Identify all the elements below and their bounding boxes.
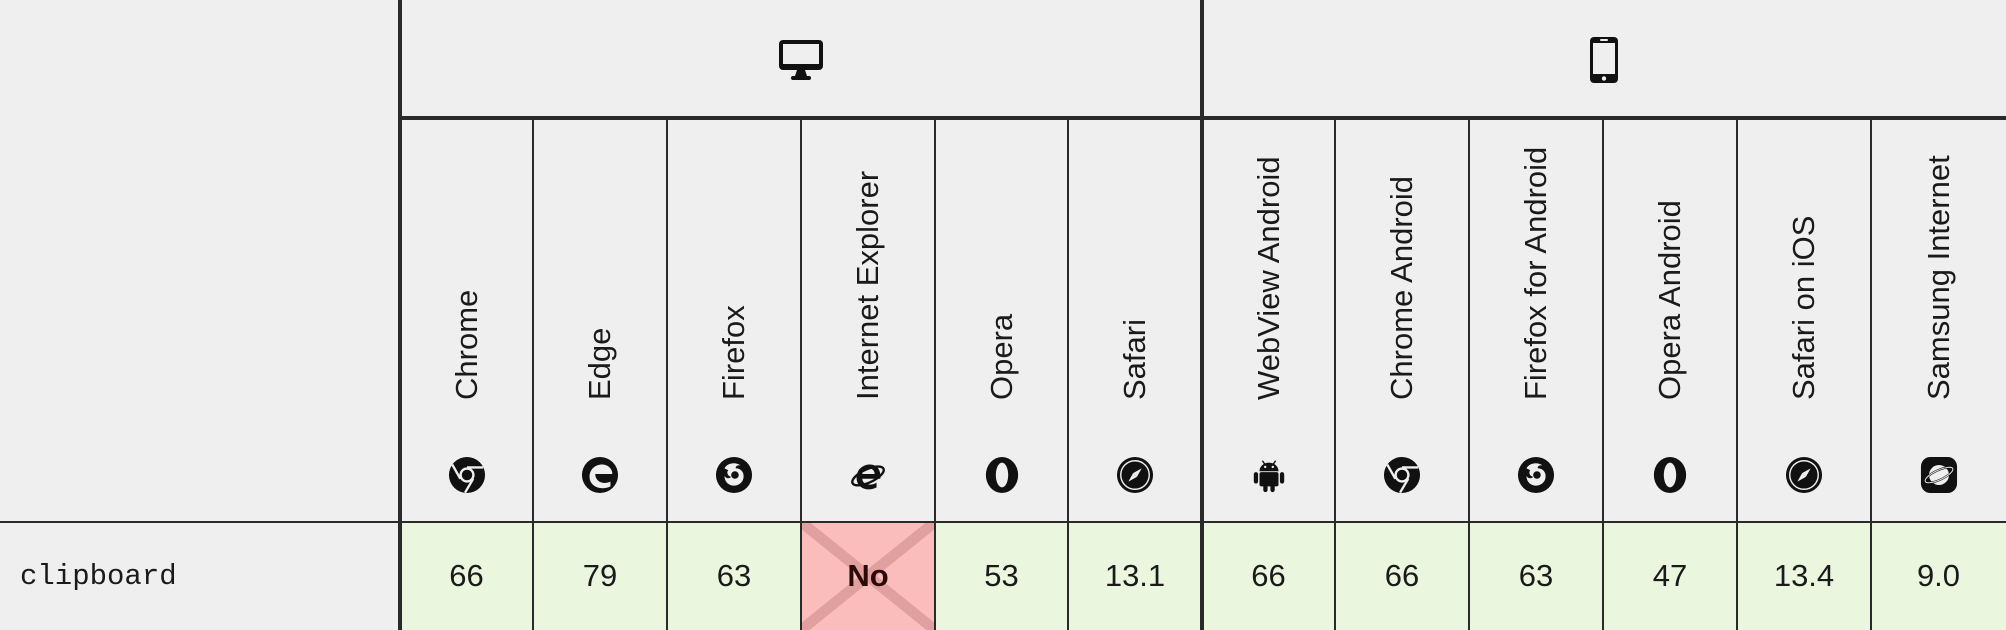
samsung-internet-icon <box>1920 456 1958 494</box>
browser-name: Opera Android <box>1652 200 1687 400</box>
browser-header-samsung-internet: Samsung Internet <box>1871 119 2006 522</box>
browser-name: Chrome Android <box>1384 175 1419 400</box>
support-value: 66 <box>449 558 484 593</box>
table-divider <box>398 0 402 630</box>
browser-header-edge: Edge <box>533 119 667 522</box>
support-cell-firefox[interactable]: 63 <box>667 522 801 630</box>
internet-explorer-icon <box>849 456 887 494</box>
browser-name: Edge <box>582 327 617 400</box>
platform-header-desktop <box>400 0 1202 119</box>
support-cell-edge[interactable]: 79 <box>533 522 667 630</box>
opera-icon <box>983 456 1021 494</box>
support-value: 13.4 <box>1773 558 1835 593</box>
column-divider <box>800 118 802 630</box>
support-cell-chrome[interactable]: 66 <box>400 522 533 630</box>
support-cell-safari-on-ios[interactable]: 13.4 <box>1737 522 1871 630</box>
browser-name: Safari on iOS <box>1786 215 1821 400</box>
safari-icon <box>1116 456 1154 494</box>
support-cell-opera[interactable]: 53 <box>935 522 1068 630</box>
browser-header-safari: Safari <box>1068 119 1202 522</box>
table-corner <box>0 0 400 522</box>
cross-mark-icon <box>801 522 935 630</box>
browser-name: Safari <box>1117 319 1152 400</box>
edge-icon <box>581 456 619 494</box>
column-divider <box>1736 118 1738 630</box>
browser-header-webview-android: WebView Android <box>1202 119 1335 522</box>
support-value: 66 <box>1251 558 1286 593</box>
browser-name: Opera <box>983 313 1019 400</box>
browser-name: Firefox for Android <box>1518 146 1553 400</box>
browser-name: Chrome <box>448 289 484 400</box>
support-value: 13.1 <box>1104 558 1166 593</box>
support-cell-safari[interactable]: 13.1 <box>1068 522 1202 630</box>
browser-name: WebView Android <box>1250 156 1286 400</box>
platform-header-mobile <box>1202 0 2006 119</box>
column-divider <box>934 118 936 630</box>
column-divider <box>1067 118 1069 630</box>
support-value: 66 <box>1384 558 1420 593</box>
platform-divider <box>1200 0 1204 630</box>
header-divider <box>400 116 2006 120</box>
support-cell-samsung-internet[interactable]: 9.0 <box>1871 522 2006 630</box>
chrome-icon <box>1383 456 1421 494</box>
firefox-icon <box>1517 456 1555 494</box>
support-cell-chrome-android[interactable]: 66 <box>1335 522 1469 630</box>
browser-header-firefox: Firefox <box>667 119 801 522</box>
browser-name: Samsung Internet <box>1920 155 1956 400</box>
support-cell-internet-explorer[interactable]: No <box>801 522 935 630</box>
column-divider <box>1468 118 1470 630</box>
support-value: 9.0 <box>1916 558 1961 593</box>
safari-icon <box>1785 456 1823 494</box>
row-divider <box>0 521 2006 523</box>
browser-header-firefox-for-android: Firefox for Android <box>1469 119 1603 522</box>
browser-header-internet-explorer: Internet Explorer <box>801 119 935 522</box>
column-divider <box>666 118 668 630</box>
column-divider <box>1602 118 1604 630</box>
support-value: No <box>847 558 889 593</box>
desktop-icon <box>779 39 823 80</box>
browser-header-safari-on-ios: Safari on iOS <box>1737 119 1871 522</box>
browser-header-opera: Opera <box>935 119 1068 522</box>
support-value: 79 <box>582 558 618 593</box>
support-value: 63 <box>716 558 752 593</box>
column-divider <box>1334 118 1336 630</box>
column-divider <box>1870 118 1872 630</box>
support-cell-opera-android[interactable]: 47 <box>1603 522 1737 630</box>
browser-header-chrome: Chrome <box>400 119 533 522</box>
browser-header-chrome-android: Chrome Android <box>1335 119 1469 522</box>
browser-header-opera-android: Opera Android <box>1603 119 1737 522</box>
firefox-icon <box>715 456 753 494</box>
mobile-phone-icon <box>1590 36 1618 83</box>
browser-name: Internet Explorer <box>850 170 885 400</box>
feature-name[interactable]: clipboard <box>0 522 400 630</box>
support-cell-webview-android[interactable]: 66 <box>1202 522 1335 630</box>
chrome-icon <box>448 456 486 494</box>
browser-name: Firefox <box>716 305 751 400</box>
support-cell-firefox-for-android[interactable]: 63 <box>1469 522 1603 630</box>
support-value: 53 <box>984 558 1019 593</box>
support-value: 63 <box>1518 558 1554 593</box>
android-icon <box>1250 456 1288 494</box>
support-value: 47 <box>1652 558 1688 593</box>
column-divider <box>532 118 534 630</box>
opera-icon <box>1651 456 1689 494</box>
